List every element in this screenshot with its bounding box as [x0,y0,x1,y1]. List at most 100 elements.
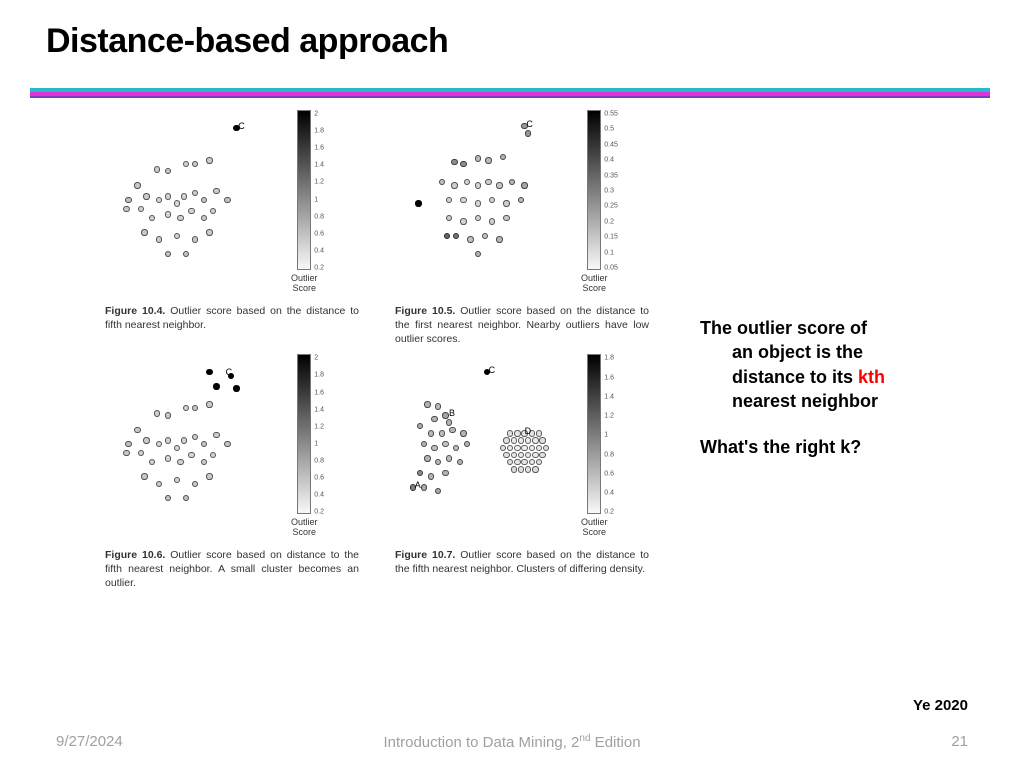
tick-label: 0.5 [604,126,614,133]
data-point [446,197,452,203]
data-point [489,218,495,224]
colorbar-gradient: 0.550.50.450.40.350.30.250.20.150.10.05 [587,110,601,270]
footer-center-c: Edition [591,734,641,751]
data-point [482,233,488,239]
data-point [233,385,239,391]
data-point [165,437,171,443]
data-point [181,437,187,443]
data-point [183,161,189,167]
data-point [165,455,171,461]
data-point [192,161,198,167]
data-point [503,215,509,221]
tick-label: 0.8 [314,213,324,220]
data-point [532,466,538,472]
figure-fig106: C21.81.61.41.210.80.60.40.2OutlierScoreF… [105,354,365,590]
point-label: A [415,480,421,490]
data-point [165,168,171,174]
tick-label: 2 [314,355,318,362]
data-point [521,182,527,188]
data-point [475,200,481,206]
data-point [141,473,147,479]
data-point [525,437,531,443]
footer-date: 9/27/2024 [56,733,123,750]
data-point [149,215,155,221]
tick-label: 0.45 [604,141,618,148]
figure-caption: Figure 10.7. Outlier score based on the … [395,548,655,576]
data-point [183,251,189,257]
data-point [154,410,160,416]
scatter-plot: C [105,110,285,290]
data-point [525,452,531,458]
data-point [500,154,506,160]
data-point [446,419,452,425]
data-point [183,405,189,411]
footer-center: Introduction to Data Mining, 2nd Edition [383,733,640,751]
tick-label: 1.8 [314,128,324,135]
colorbar-label: OutlierScore [581,518,608,538]
data-point [174,233,180,239]
data-point [518,452,524,458]
data-point [435,459,441,465]
data-point [446,215,452,221]
data-point [134,182,140,188]
data-point [421,484,427,490]
data-point [431,445,437,451]
data-point [206,229,212,235]
data-point [174,200,180,206]
point-label: D [525,426,532,436]
colorbar: 21.81.61.41.210.80.60.40.2OutlierScore [291,354,318,538]
side-line4: nearest neighbor [732,391,878,411]
data-point [143,193,149,199]
data-point [424,455,430,461]
attribution: Ye 2020 [913,697,968,714]
data-point [165,495,171,501]
tick-label: 0.15 [604,234,618,241]
tick-label: 1 [604,432,608,439]
data-point [511,437,517,443]
tick-label: 1.6 [604,374,614,381]
data-point [206,157,212,163]
figure-fig105: C0.550.50.450.40.350.30.250.20.150.10.05… [395,110,655,346]
colorbar: 21.81.61.41.210.80.60.40.2OutlierScore [291,110,318,294]
footer-page: 21 [951,733,968,750]
footer-center-a: Introduction to Data Mining, 2 [383,734,579,751]
data-point [156,236,162,242]
data-point [165,193,171,199]
data-point [496,236,502,242]
data-point [521,445,527,451]
data-point [543,445,549,451]
data-point [518,197,524,203]
data-point [417,423,423,429]
data-point [475,215,481,221]
data-point [460,218,466,224]
tick-label: 2 [314,111,318,118]
data-point [213,188,219,194]
data-point [192,481,198,487]
data-point [460,430,466,436]
colorbar-label: OutlierScore [291,518,318,538]
colorbar-label: OutlierScore [581,274,608,294]
data-point [154,166,160,172]
data-point [529,459,535,465]
tick-label: 0.05 [604,265,618,272]
point-label: C [489,365,496,375]
data-point [206,473,212,479]
tick-label: 0.2 [604,509,614,516]
data-point [201,197,207,203]
data-point [192,190,198,196]
data-point [415,200,421,206]
tick-label: 0.2 [314,509,324,516]
data-point [165,251,171,257]
tick-label: 0.35 [604,172,618,179]
tick-label: 1.2 [604,413,614,420]
data-point [177,459,183,465]
data-point [156,197,162,203]
data-point [457,459,463,465]
data-point [125,197,131,203]
data-point [485,179,491,185]
data-point [460,197,466,203]
tick-label: 0.4 [314,247,324,254]
tick-label: 0.25 [604,203,618,210]
data-point [177,215,183,221]
data-point [192,236,198,242]
